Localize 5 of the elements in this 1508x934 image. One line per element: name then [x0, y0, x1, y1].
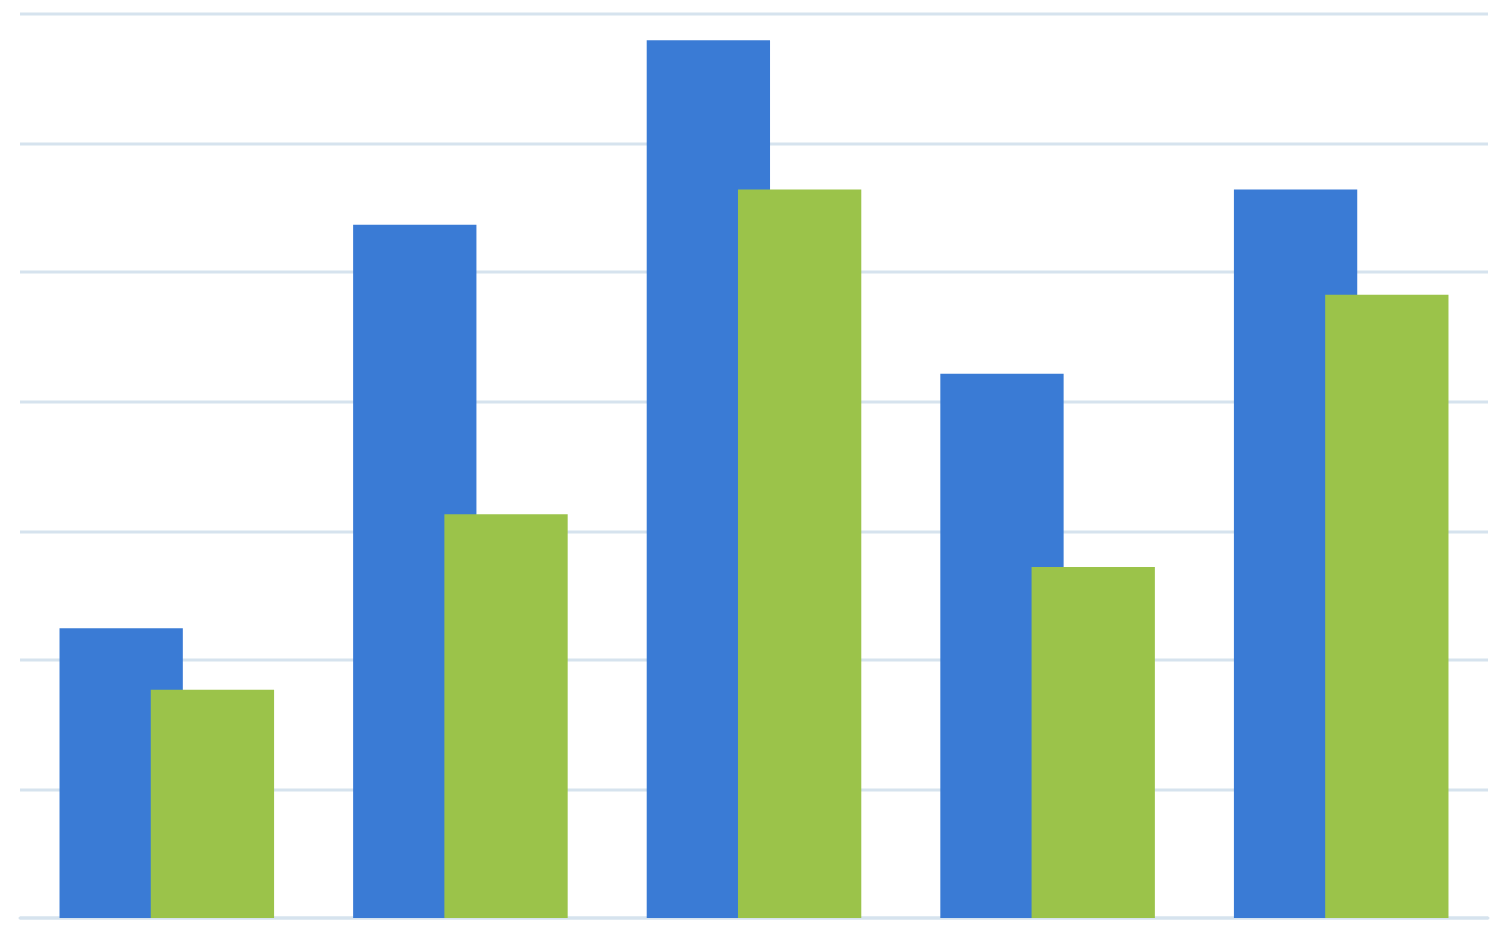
bar — [1031, 566, 1155, 918]
bar — [444, 514, 568, 918]
bar — [150, 689, 275, 918]
bar — [737, 189, 862, 918]
bar — [1325, 294, 1449, 918]
